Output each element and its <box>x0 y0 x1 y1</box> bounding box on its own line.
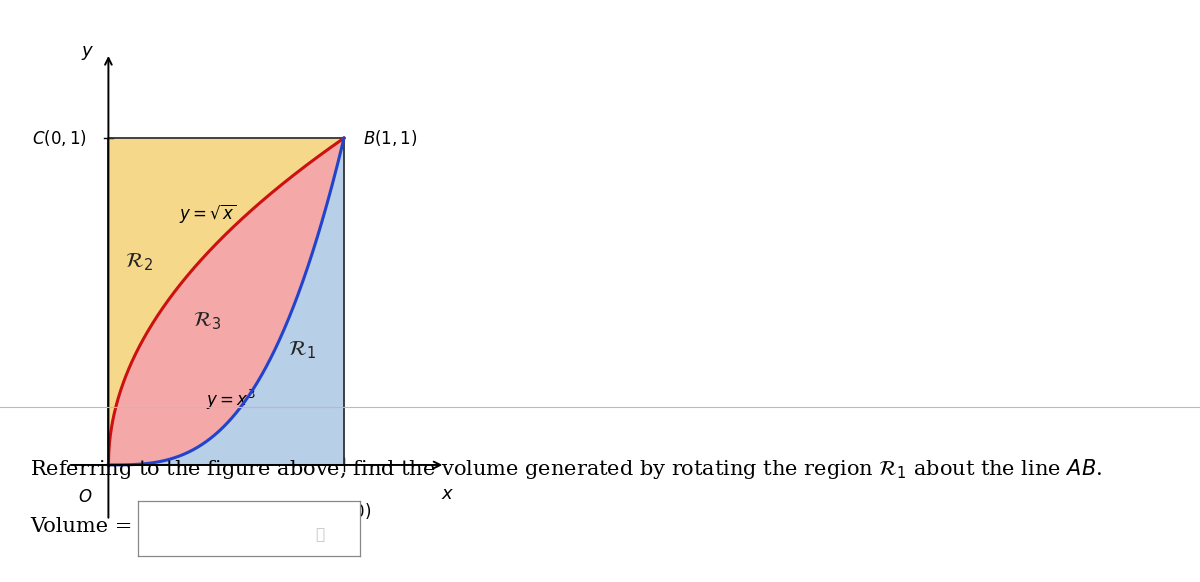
Text: $O$: $O$ <box>78 489 92 506</box>
Text: Referring to the figure above, find the volume generated by rotating the region : Referring to the figure above, find the … <box>30 456 1102 481</box>
Text: $\mathcal{R}_3$: $\mathcal{R}_3$ <box>193 310 221 332</box>
Text: $C(0, 1)$: $C(0, 1)$ <box>32 128 88 148</box>
Text: $B(1, 1)$: $B(1, 1)$ <box>362 128 418 148</box>
Text: $A(1, 0)$: $A(1, 0)$ <box>317 501 372 521</box>
Text: Volume =: Volume = <box>30 517 132 536</box>
Text: $\mathcal{R}_1$: $\mathcal{R}_1$ <box>288 340 316 361</box>
Text: 🖊: 🖊 <box>316 527 325 542</box>
Text: $x$: $x$ <box>442 485 455 503</box>
Text: $y$: $y$ <box>80 44 94 62</box>
Text: $y = x^3$: $y = x^3$ <box>206 388 256 411</box>
Text: $\mathcal{R}_2$: $\mathcal{R}_2$ <box>125 251 152 273</box>
Text: $y = \sqrt{x}$: $y = \sqrt{x}$ <box>179 202 236 225</box>
